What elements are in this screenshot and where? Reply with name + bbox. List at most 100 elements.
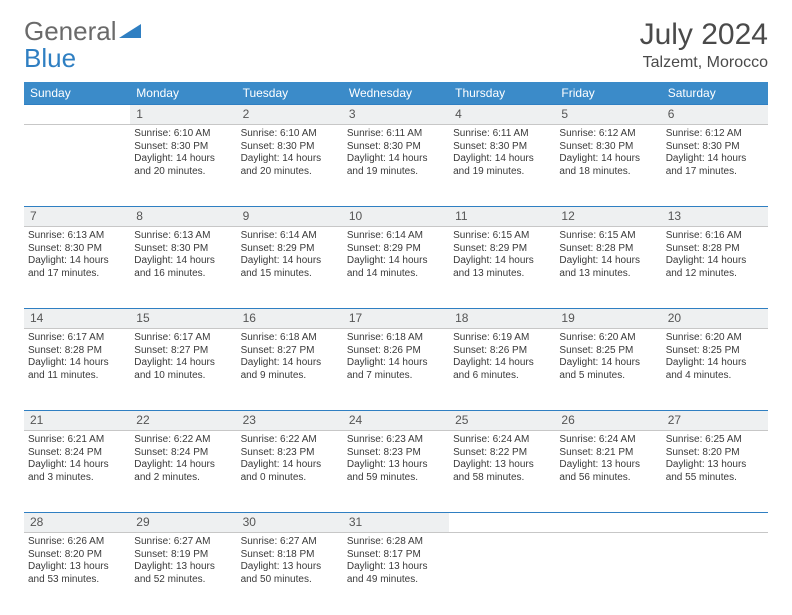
day-cell: Sunrise: 6:23 AMSunset: 8:23 PMDaylight:… <box>343 431 449 513</box>
daylight-line: Daylight: 14 hours and 20 minutes. <box>241 153 339 178</box>
sunset-line: Sunset: 8:28 PM <box>559 243 657 256</box>
sunset-line: Sunset: 8:28 PM <box>666 243 764 256</box>
daylight-line: Daylight: 13 hours and 55 minutes. <box>666 459 764 484</box>
sunset-line: Sunset: 8:20 PM <box>28 549 126 562</box>
day-number: 20 <box>662 309 768 329</box>
day-cell: Sunrise: 6:10 AMSunset: 8:30 PMDaylight:… <box>237 125 343 207</box>
day-number: 17 <box>343 309 449 329</box>
day-number: 16 <box>237 309 343 329</box>
day-number: 26 <box>555 411 661 431</box>
weekday-header: Sunday <box>24 82 130 105</box>
day-cell: Sunrise: 6:24 AMSunset: 8:22 PMDaylight:… <box>449 431 555 513</box>
day-cell: Sunrise: 6:18 AMSunset: 8:26 PMDaylight:… <box>343 329 449 411</box>
sunset-line: Sunset: 8:30 PM <box>559 141 657 154</box>
day-cell: Sunrise: 6:11 AMSunset: 8:30 PMDaylight:… <box>449 125 555 207</box>
day-cell: Sunrise: 6:28 AMSunset: 8:17 PMDaylight:… <box>343 533 449 615</box>
logo-triangle-icon <box>119 24 141 40</box>
daylight-line: Daylight: 14 hours and 11 minutes. <box>28 357 126 382</box>
day-number-row: 21222324252627 <box>24 411 768 431</box>
weekday-header: Monday <box>130 82 236 105</box>
day-number <box>449 513 555 533</box>
day-number: 19 <box>555 309 661 329</box>
sunset-line: Sunset: 8:29 PM <box>241 243 339 256</box>
day-number-row: 123456 <box>24 105 768 125</box>
day-number: 18 <box>449 309 555 329</box>
day-number: 24 <box>343 411 449 431</box>
daylight-line: Daylight: 14 hours and 19 minutes. <box>347 153 445 178</box>
daylight-line: Daylight: 14 hours and 19 minutes. <box>453 153 551 178</box>
sunset-line: Sunset: 8:21 PM <box>559 447 657 460</box>
sunset-line: Sunset: 8:30 PM <box>666 141 764 154</box>
weekday-header: Thursday <box>449 82 555 105</box>
day-cell: Sunrise: 6:18 AMSunset: 8:27 PMDaylight:… <box>237 329 343 411</box>
month-title: July 2024 <box>640 18 768 52</box>
day-content-row: Sunrise: 6:17 AMSunset: 8:28 PMDaylight:… <box>24 329 768 411</box>
sunrise-line: Sunrise: 6:13 AM <box>28 230 126 243</box>
day-cell: Sunrise: 6:15 AMSunset: 8:28 PMDaylight:… <box>555 227 661 309</box>
logo-word-blue: Blue <box>24 45 141 71</box>
day-cell: Sunrise: 6:15 AMSunset: 8:29 PMDaylight:… <box>449 227 555 309</box>
sunrise-line: Sunrise: 6:18 AM <box>241 332 339 345</box>
day-cell: Sunrise: 6:22 AMSunset: 8:24 PMDaylight:… <box>130 431 236 513</box>
sunrise-line: Sunrise: 6:12 AM <box>559 128 657 141</box>
daylight-line: Daylight: 14 hours and 17 minutes. <box>666 153 764 178</box>
weekday-header: Wednesday <box>343 82 449 105</box>
sunrise-line: Sunrise: 6:13 AM <box>134 230 232 243</box>
day-cell <box>24 125 130 207</box>
daylight-line: Daylight: 13 hours and 50 minutes. <box>241 561 339 586</box>
sunrise-line: Sunrise: 6:10 AM <box>241 128 339 141</box>
sunrise-line: Sunrise: 6:21 AM <box>28 434 126 447</box>
day-cell: Sunrise: 6:22 AMSunset: 8:23 PMDaylight:… <box>237 431 343 513</box>
daylight-line: Daylight: 14 hours and 17 minutes. <box>28 255 126 280</box>
sunrise-line: Sunrise: 6:22 AM <box>241 434 339 447</box>
sunset-line: Sunset: 8:30 PM <box>134 243 232 256</box>
daylight-line: Daylight: 13 hours and 59 minutes. <box>347 459 445 484</box>
day-cell: Sunrise: 6:21 AMSunset: 8:24 PMDaylight:… <box>24 431 130 513</box>
day-number: 31 <box>343 513 449 533</box>
sunrise-line: Sunrise: 6:10 AM <box>134 128 232 141</box>
daylight-line: Daylight: 14 hours and 16 minutes. <box>134 255 232 280</box>
daylight-line: Daylight: 14 hours and 12 minutes. <box>666 255 764 280</box>
weekday-header: Tuesday <box>237 82 343 105</box>
daylight-line: Daylight: 14 hours and 13 minutes. <box>453 255 551 280</box>
sunset-line: Sunset: 8:19 PM <box>134 549 232 562</box>
calendar-body: 123456Sunrise: 6:10 AMSunset: 8:30 PMDay… <box>24 105 768 615</box>
day-cell: Sunrise: 6:14 AMSunset: 8:29 PMDaylight:… <box>237 227 343 309</box>
day-content-row: Sunrise: 6:21 AMSunset: 8:24 PM Daylight:… <box>24 431 768 513</box>
weekday-header: Friday <box>555 82 661 105</box>
day-number: 29 <box>130 513 236 533</box>
day-number: 28 <box>24 513 130 533</box>
day-number: 11 <box>449 207 555 227</box>
day-cell: Sunrise: 6:13 AMSunset: 8:30 PMDaylight:… <box>130 227 236 309</box>
sunset-line: Sunset: 8:30 PM <box>28 243 126 256</box>
day-cell: Sunrise: 6:27 AMSunset: 8:18 PMDaylight:… <box>237 533 343 615</box>
day-content-row: Sunrise: 6:26 AMSunset: 8:20 PMDaylight:… <box>24 533 768 615</box>
day-number: 9 <box>237 207 343 227</box>
daylight-line: Daylight: 14 hours and 4 minutes. <box>666 357 764 382</box>
sunset-line: Sunset: 8:30 PM <box>241 141 339 154</box>
day-cell: Sunrise: 6:12 AMSunset: 8:30 PMDaylight:… <box>662 125 768 207</box>
sunrise-line: Sunrise: 6:27 AM <box>134 536 232 549</box>
daylight-line: Daylight: 13 hours and 49 minutes. <box>347 561 445 586</box>
sunrise-line: Sunrise: 6:25 AM <box>666 434 764 447</box>
day-number <box>24 105 130 125</box>
sunset-line: Sunset: 8:29 PM <box>453 243 551 256</box>
day-number: 14 <box>24 309 130 329</box>
day-cell: Sunrise: 6:14 AMSunset: 8:29 PMDaylight:… <box>343 227 449 309</box>
sunset-line: Sunset: 8:25 PM <box>559 345 657 358</box>
daylight-line: Daylight: 13 hours and 56 minutes. <box>559 459 657 484</box>
sunrise-line: Sunrise: 6:22 AM <box>134 434 232 447</box>
sunset-line: Sunset: 8:23 PM <box>347 447 445 460</box>
sunset-line: Sunset: 8:22 PM <box>453 447 551 460</box>
day-number: 12 <box>555 207 661 227</box>
sunset-line: Sunset: 8:24 PM <box>28 447 126 460</box>
sunset-line: Sunset: 8:26 PM <box>453 345 551 358</box>
day-cell <box>662 533 768 615</box>
sunrise-line: Sunrise: 6:18 AM <box>347 332 445 345</box>
sunset-line: Sunset: 8:20 PM <box>666 447 764 460</box>
day-cell: Sunrise: 6:19 AMSunset: 8:26 PMDaylight:… <box>449 329 555 411</box>
sunrise-line: Sunrise: 6:20 AM <box>666 332 764 345</box>
daylight-line: Daylight: 14 hours and 10 minutes. <box>134 357 232 382</box>
day-number: 6 <box>662 105 768 125</box>
day-cell <box>555 533 661 615</box>
